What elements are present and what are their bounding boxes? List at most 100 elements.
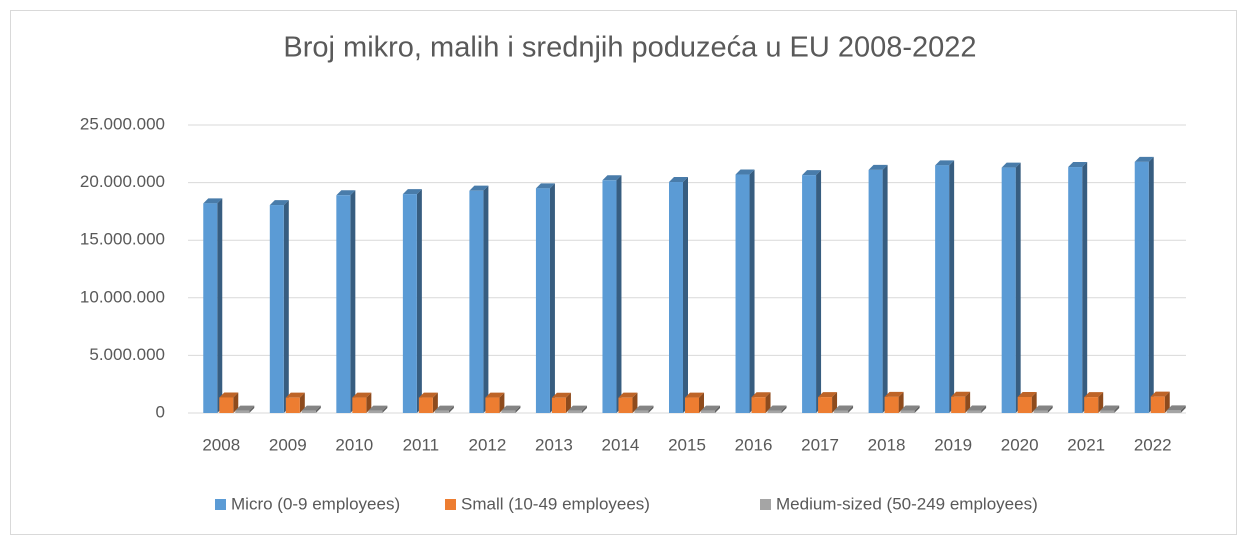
bar-top — [402, 189, 422, 195]
bar-top — [551, 392, 571, 398]
bar-top — [1166, 405, 1186, 411]
y-tick-label: 10.000.000 — [80, 287, 165, 306]
x-tick-label: 2019 — [934, 435, 972, 454]
bar — [1001, 167, 1016, 413]
bar-side — [1047, 405, 1053, 413]
bar — [567, 410, 582, 413]
x-tick-label: 2010 — [335, 435, 373, 454]
bar-side — [1015, 162, 1021, 413]
bar-side — [848, 405, 854, 413]
bar-top — [352, 392, 372, 398]
bar-side — [1098, 392, 1104, 413]
bar — [301, 410, 316, 413]
bar-side — [432, 392, 438, 413]
bar — [735, 174, 750, 413]
bar-top — [235, 405, 255, 411]
bar-side — [832, 392, 838, 413]
bar-top — [336, 190, 356, 196]
bar-side — [683, 177, 688, 413]
bar — [1068, 167, 1083, 413]
bar-side — [616, 175, 622, 413]
bar-side — [565, 392, 571, 413]
bar-top — [203, 198, 223, 204]
bar — [551, 397, 566, 413]
legend-label: Micro (0-9 employees) — [231, 494, 400, 513]
bar-top — [767, 405, 787, 411]
bar — [235, 410, 250, 413]
legend-swatch — [445, 499, 456, 510]
bar — [1017, 396, 1032, 413]
bar-side — [249, 405, 255, 413]
bar-top — [1100, 405, 1120, 411]
bar — [434, 410, 449, 413]
x-tick-label: 2013 — [535, 435, 573, 454]
y-tick-label: 5.000.000 — [89, 345, 165, 364]
x-tick-label: 2014 — [602, 435, 640, 454]
bar — [219, 397, 234, 413]
bar-side — [1164, 391, 1170, 413]
legend-swatch — [215, 499, 226, 510]
bar — [602, 180, 617, 413]
x-tick-label: 2022 — [1134, 435, 1172, 454]
bar-top — [567, 405, 587, 411]
bar-side — [898, 391, 904, 413]
bar — [1134, 161, 1149, 413]
bar-side — [1180, 405, 1186, 413]
bar — [402, 194, 417, 413]
bar-side — [483, 185, 489, 413]
bar — [352, 397, 367, 413]
bar-side — [299, 392, 305, 413]
bar-side — [648, 405, 654, 413]
bar — [618, 397, 633, 413]
x-tick-label: 2008 — [202, 435, 240, 454]
bar — [501, 410, 516, 413]
bar — [701, 410, 715, 413]
bar-top — [1084, 392, 1104, 398]
bar-top — [967, 405, 987, 411]
bar — [669, 182, 683, 413]
bar-top — [469, 185, 489, 191]
bar-top — [1001, 162, 1021, 168]
bar-side — [1148, 156, 1154, 413]
bar-top — [1033, 405, 1053, 411]
bar-side — [781, 405, 787, 413]
bar-side — [981, 405, 987, 413]
y-tick-label: 25.000.000 — [80, 114, 165, 133]
bar — [469, 190, 484, 413]
bar — [868, 169, 883, 413]
bar-side — [914, 405, 920, 413]
bar-side — [315, 405, 321, 413]
bar-side — [1114, 405, 1120, 413]
bar — [285, 397, 300, 413]
x-tick-label: 2011 — [403, 435, 440, 454]
bar-top — [685, 392, 704, 398]
bar-side — [283, 200, 289, 413]
bar-top — [1134, 156, 1154, 162]
legend-label: Medium-sized (50-249 employees) — [776, 494, 1038, 513]
bar-top — [751, 392, 771, 398]
bar — [802, 175, 817, 413]
legend-swatch — [760, 499, 771, 510]
chart-title: Broj mikro, malih i srednjih poduzeća u … — [283, 32, 976, 64]
bar — [634, 410, 649, 413]
bar-side — [581, 405, 587, 413]
bar-top — [802, 170, 822, 176]
bar-side — [448, 405, 454, 413]
bar — [834, 410, 849, 413]
x-tick-label: 2009 — [269, 435, 307, 454]
bar — [685, 397, 699, 413]
bar — [818, 397, 833, 413]
bar — [1150, 396, 1165, 413]
bar-side — [350, 190, 356, 413]
bar — [418, 397, 433, 413]
bar-side — [816, 170, 822, 413]
bar — [884, 396, 899, 413]
bar-side — [715, 405, 720, 413]
bar-side — [632, 392, 638, 413]
bar-top — [935, 160, 955, 166]
bar-top — [602, 175, 622, 181]
bar — [1100, 410, 1115, 413]
x-tick-label: 2012 — [468, 435, 506, 454]
bar-top — [535, 183, 555, 189]
